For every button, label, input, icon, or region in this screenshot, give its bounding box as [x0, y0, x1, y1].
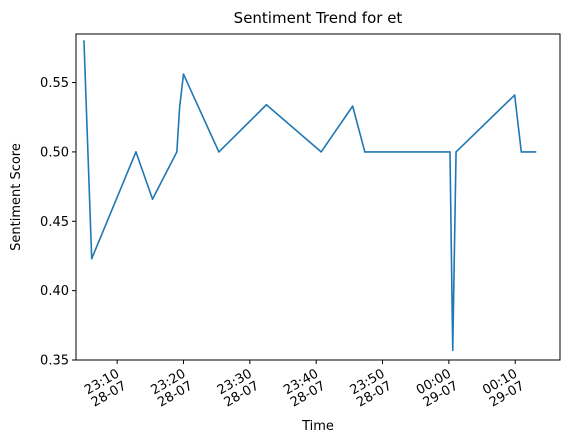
data-point	[265, 103, 268, 106]
series-layer	[83, 40, 537, 352]
y-tick-label: 0.45	[40, 215, 69, 230]
data-point	[178, 106, 181, 109]
data-point	[320, 151, 322, 153]
data-point	[364, 151, 366, 153]
data-point	[176, 151, 178, 153]
x-axis-title: Time	[301, 419, 334, 434]
data-point	[182, 73, 185, 76]
x-tick-label: 23:1028-07	[82, 366, 129, 410]
data-point	[455, 151, 457, 153]
data-point	[451, 349, 454, 352]
x-axis: 23:1028-07 23:2028-07 23:3028-07 23:4028-07…	[82, 360, 527, 410]
data-point	[218, 151, 220, 153]
x-tick-label: 00:0029-07	[414, 366, 461, 410]
x-tick-label: 23:4028-07	[281, 366, 328, 410]
y-axis: 0.35 0.40 0.45 0.50 0.55	[40, 76, 76, 369]
data-point	[513, 94, 516, 96]
data-point	[151, 198, 154, 200]
data-point	[135, 151, 137, 153]
data-point	[534, 151, 537, 153]
x-tick-label: 23:2028-07	[148, 366, 195, 410]
data-point	[449, 151, 451, 153]
plot-area-frame	[75, 33, 561, 361]
series-line	[83, 40, 536, 352]
data-point	[90, 257, 93, 260]
y-tick-label: 0.55	[40, 76, 69, 91]
data-point	[351, 105, 354, 107]
data-point	[520, 151, 523, 153]
data-point	[83, 40, 85, 42]
x-tick-label: 23:5028-07	[347, 366, 394, 410]
y-axis-title: Sentiment Score	[9, 143, 24, 251]
y-tick-label: 0.40	[40, 284, 69, 299]
y-tick-label: 0.50	[40, 145, 69, 160]
chart-title: Sentiment Trend for et	[234, 9, 403, 27]
x-tick-label: 23:3028-07	[215, 366, 262, 410]
x-tick-label: 00:1029-07	[480, 366, 527, 410]
y-tick-label: 0.35	[40, 354, 69, 369]
